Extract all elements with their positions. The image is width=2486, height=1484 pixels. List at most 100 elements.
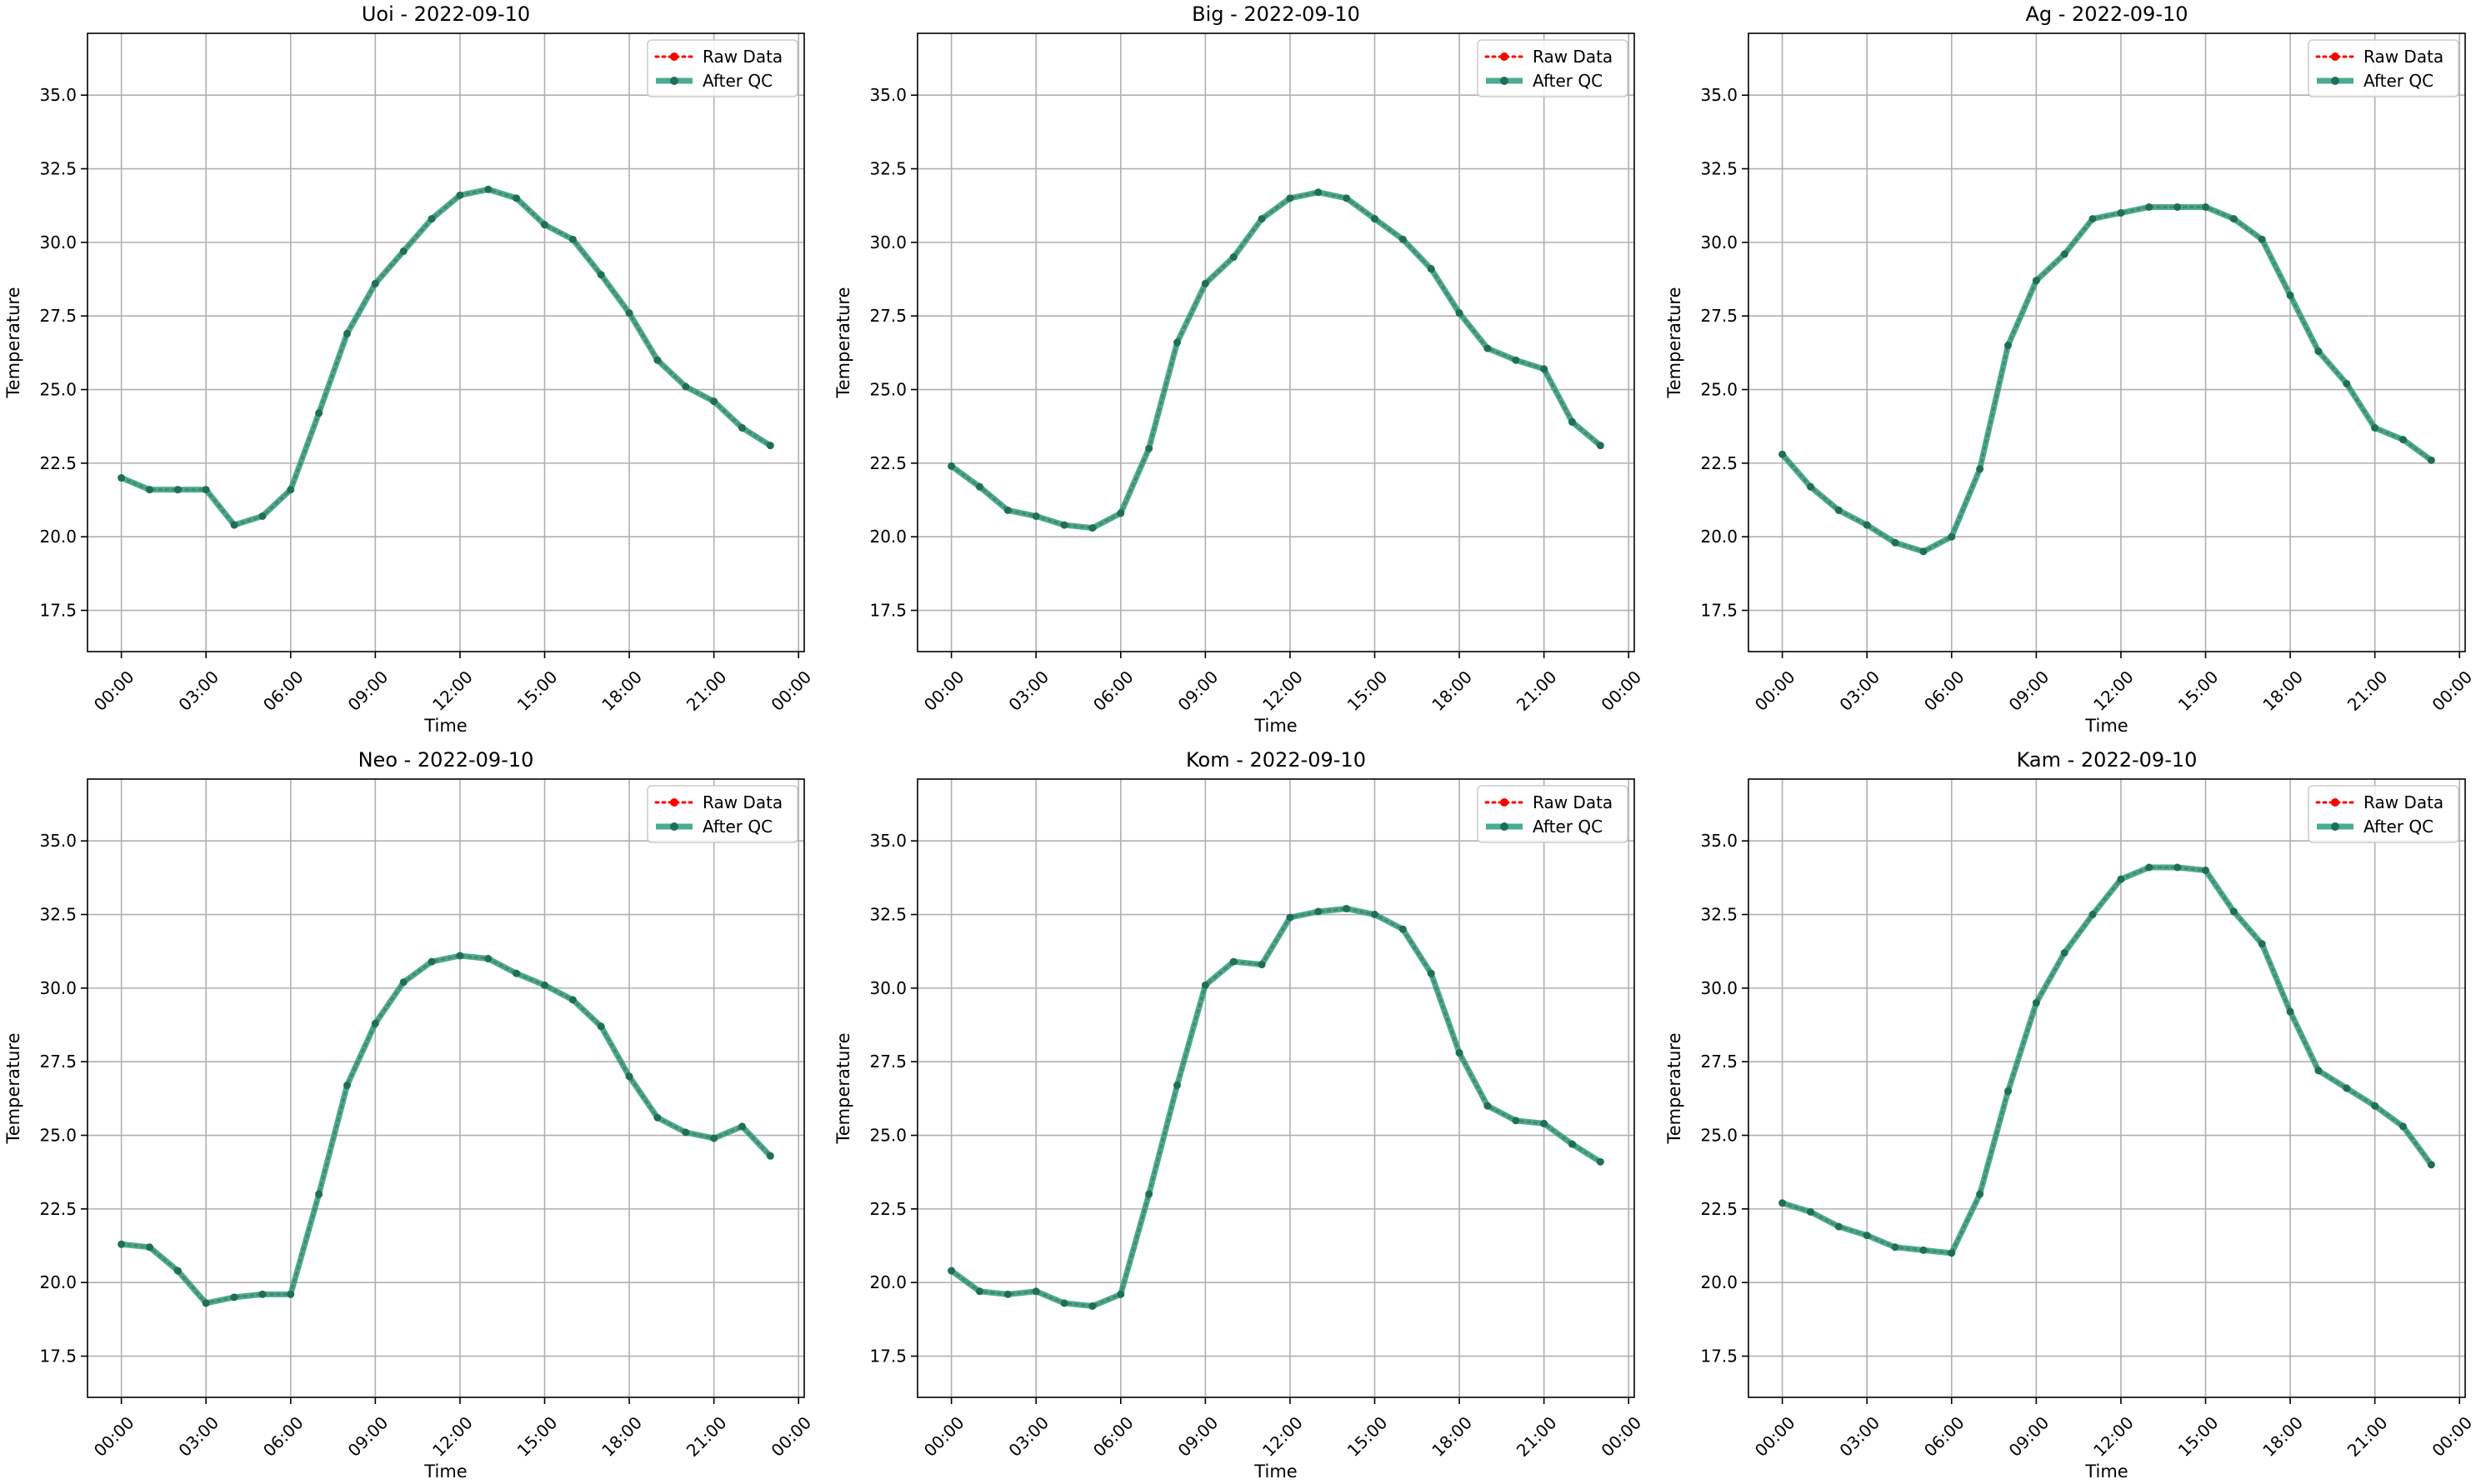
x-tick-label: 09:00 — [344, 667, 393, 715]
after-qc-point — [428, 215, 436, 223]
x-axis-label: Time — [1253, 1462, 1297, 1482]
after-qc-line — [120, 186, 773, 528]
legend-raw-marker — [2331, 52, 2339, 61]
after-qc-point — [1948, 1249, 1956, 1257]
x-tick-label: 06:00 — [1089, 1412, 1138, 1461]
after-qc-point — [315, 409, 323, 417]
y-tick-label: 17.5 — [39, 1347, 77, 1367]
after-qc-point — [2427, 1161, 2435, 1169]
axes-frame — [917, 32, 1635, 652]
after-qc-point — [710, 1134, 718, 1142]
legend-raw-label: Raw Data — [703, 47, 783, 67]
after-qc-point — [1806, 1207, 1814, 1216]
x-tick-label: 09:00 — [2005, 1412, 2053, 1461]
y-tick-label: 20.0 — [869, 1272, 907, 1292]
after-qc-point — [371, 279, 379, 287]
raw-data-line — [120, 187, 772, 527]
chart-title: Big - 2022-09-10 — [1192, 2, 1360, 26]
after-qc-point — [682, 382, 690, 391]
after-qc-point — [738, 1122, 747, 1131]
after-qc-point — [456, 952, 464, 960]
after-qc-line — [949, 189, 1603, 532]
after-qc-point — [2060, 250, 2068, 258]
after-qc-point — [1540, 1119, 1548, 1127]
after-qc-point — [1343, 194, 1351, 202]
after-qc-point — [1948, 532, 1956, 541]
after-qc-point — [597, 1022, 605, 1031]
after-qc-point — [625, 1072, 633, 1081]
y-tick-label: 20.0 — [1700, 527, 1738, 547]
legend-qc-label: After QC — [703, 817, 773, 837]
y-tick-label: 27.5 — [39, 306, 77, 326]
chart-title: Uoi - 2022-09-10 — [362, 2, 530, 26]
after-qc-point — [1976, 1190, 1984, 1198]
after-qc-point — [597, 271, 605, 279]
legend-raw-label: Raw Data — [703, 792, 783, 812]
after-qc-point — [710, 397, 718, 406]
after-qc-point — [1088, 1302, 1097, 1310]
y-tick-label: 25.0 — [1700, 1126, 1738, 1146]
after-qc-point — [2003, 1087, 2012, 1096]
y-tick-label: 20.0 — [39, 1272, 77, 1292]
after-qc-point — [2173, 863, 2182, 872]
y-tick-label: 22.5 — [1700, 1199, 1738, 1219]
after-qc-point — [625, 309, 633, 317]
legend-raw-marker — [1500, 52, 1508, 61]
x-tick-label: 00:00 — [767, 667, 815, 715]
after-qc-point — [653, 1113, 662, 1122]
after-qc-point — [118, 474, 126, 482]
y-tick-label: 30.0 — [39, 978, 77, 998]
after-qc-point — [1003, 1290, 1012, 1298]
after-qc-point — [2286, 1007, 2294, 1016]
after-qc-point — [2117, 209, 2125, 217]
legend-raw-label: Raw Data — [2363, 47, 2443, 67]
chart-panel-6: Kam - 2022-09-10 00:00 03:00 06:00 09:00 12:0… — [1664, 748, 2476, 1482]
raw-data-line — [1781, 205, 2433, 553]
after-qc-point — [1145, 1190, 1153, 1198]
x-tick-label: 21:00 — [1513, 1412, 1561, 1461]
x-tick-label: 00:00 — [920, 667, 968, 715]
after-qc-point — [2060, 948, 2068, 957]
x-tick-label: 21:00 — [2343, 1412, 2392, 1461]
x-tick-label: 15:00 — [1343, 1412, 1392, 1461]
after-qc-point — [1540, 365, 1548, 373]
after-qc-point — [2258, 940, 2266, 948]
x-tick-label: 21:00 — [2343, 667, 2392, 715]
x-tick-label: 15:00 — [1343, 667, 1392, 715]
legend-qc-marker — [2331, 77, 2339, 85]
legend-raw-marker — [670, 798, 678, 807]
after-qc-point — [2088, 911, 2097, 919]
x-tick-label: 03:00 — [1004, 1412, 1053, 1461]
y-tick-label: 22.5 — [1700, 453, 1738, 473]
legend-qc-marker — [1500, 822, 1508, 831]
after-qc-point — [1201, 981, 1209, 989]
axes-frame — [1748, 32, 2466, 652]
x-tick-label: 21:00 — [683, 1412, 731, 1461]
x-tick-label: 00:00 — [1597, 667, 1645, 715]
after-qc-point — [653, 356, 662, 364]
after-qc-point — [2258, 235, 2266, 243]
x-tick-label: 03:00 — [1835, 667, 1883, 715]
after-qc-point — [1314, 188, 1323, 197]
x-tick-label: 09:00 — [1174, 1412, 1223, 1461]
y-tick-label: 35.0 — [39, 831, 77, 851]
after-qc-point — [2371, 1102, 2379, 1110]
after-qc-point — [975, 482, 983, 491]
x-tick-label: 09:00 — [344, 1412, 393, 1461]
after-qc-point — [1032, 1287, 1040, 1296]
after-qc-point — [1596, 442, 1604, 450]
after-qc-point — [2202, 867, 2210, 875]
y-tick-label: 30.0 — [1700, 978, 1738, 998]
chart-panel-4: Neo - 2022-09-10 00:00 03:00 06:00 09:00 12:0… — [3, 748, 815, 1482]
y-tick-label: 30.0 — [39, 232, 77, 252]
after-qc-point — [738, 423, 747, 432]
after-qc-point — [2229, 907, 2238, 916]
after-qc-point — [948, 1267, 956, 1275]
after-qc-point — [766, 442, 774, 450]
after-qc-point — [1455, 309, 1463, 317]
after-qc-point — [343, 1081, 351, 1089]
after-qc-point — [343, 329, 351, 337]
after-qc-point — [568, 996, 577, 1004]
y-tick-label: 25.0 — [39, 1126, 77, 1146]
after-qc-point — [2399, 436, 2408, 444]
